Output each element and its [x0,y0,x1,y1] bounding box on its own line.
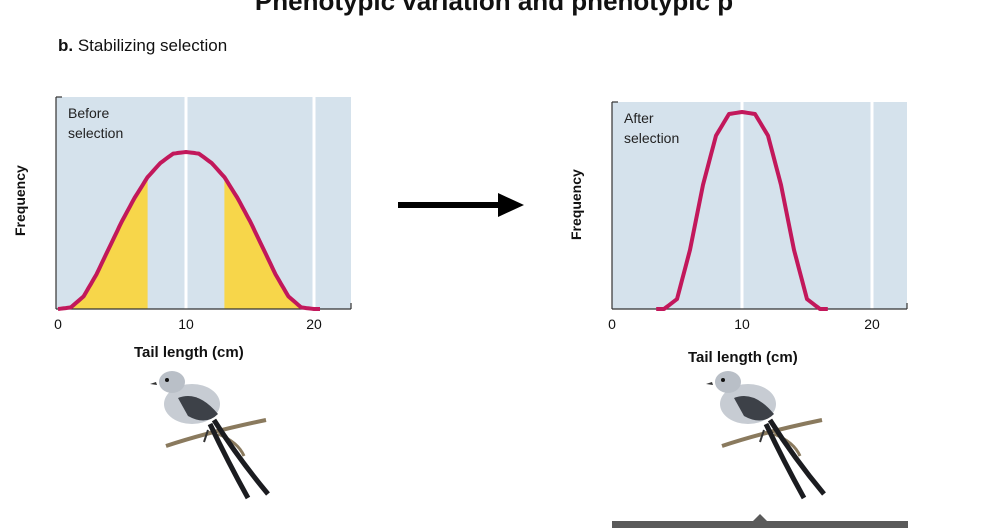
page-top-title: Phenotypic variation and phenotypic p [254,0,734,16]
frequency-curve [57,150,320,311]
section-title: Stabilizing selection [77,36,228,55]
y-axis-label: Frequency [12,165,28,236]
section-heading: b. Stabilizing selection [58,36,227,56]
shaded-tail-region [58,177,148,309]
frequency-curve [656,110,828,311]
bottom-notch [752,514,768,522]
bottom-bar [612,521,908,528]
x-axis-label: Tail length (cm) [134,344,244,361]
x-tick-label: 20 [864,316,880,332]
in-plot-annotation: selection [68,125,123,141]
bird-illustration-icon [706,371,826,500]
plot-background [56,97,351,309]
right-arrow-icon [398,193,524,217]
x-tick-label: 10 [734,316,750,332]
in-plot-annotation: After [624,110,654,126]
x-tick-label: 10 [178,316,194,332]
in-plot-annotation: selection [624,130,679,146]
y-axis-label: Frequency [568,169,584,240]
x-tick-label: 20 [306,316,322,332]
bird-illustration-icon [150,371,270,500]
shaded-tail-region [224,177,314,309]
x-tick-label: 0 [54,316,62,332]
in-plot-annotation: Before [68,105,109,121]
section-letter: b. [58,36,74,55]
plot-background [612,102,907,309]
x-tick-label: 0 [608,316,616,332]
x-axis-label: Tail length (cm) [688,349,798,366]
